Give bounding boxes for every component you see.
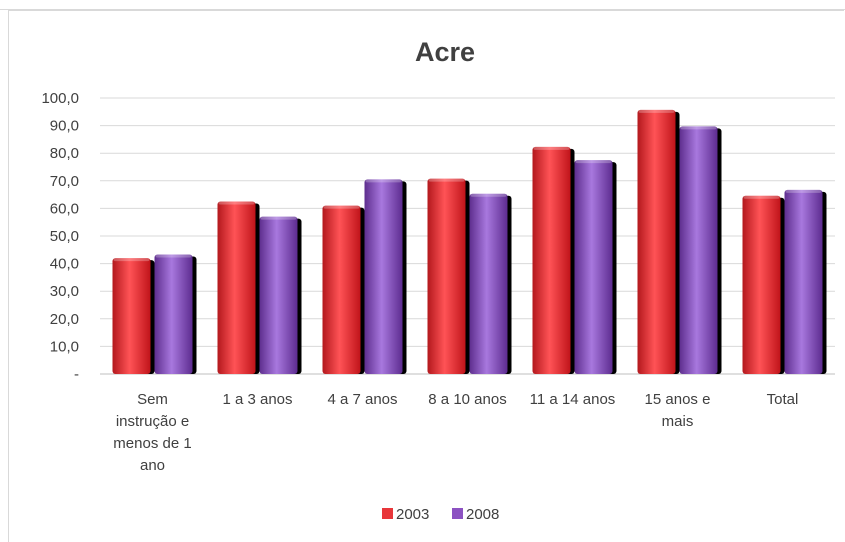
bars	[112, 109, 827, 375]
y-tick-label: 20,0	[50, 311, 79, 328]
x-tick-label: Sem	[137, 391, 168, 408]
legend-label-2008: 2008	[466, 506, 499, 523]
x-tick-label: 4 a 7 anos	[327, 391, 397, 408]
legend: 2003 2008	[382, 506, 499, 523]
bar-2003-5	[637, 109, 680, 375]
bar-2003-1	[217, 201, 260, 374]
x-tick-label: 15 anos e	[645, 391, 711, 408]
y-tick-label: 60,0	[50, 200, 79, 217]
legend-swatch-2003	[382, 508, 393, 519]
bar-2008-5	[679, 126, 722, 374]
y-axis-ticks: - 10,0 20,0 30,0 40,0 50,0 60,0 70,0 80,0 90,0 100…	[41, 90, 79, 383]
legend-swatch-2008	[452, 508, 463, 519]
y-tick-label: 70,0	[50, 173, 79, 190]
bar-2008-6	[784, 189, 827, 374]
x-tick-label: Total	[767, 391, 799, 408]
y-tick-label: -	[74, 366, 79, 383]
y-tick-label: 90,0	[50, 118, 79, 135]
y-tick-label: 10,0	[50, 338, 79, 355]
bar-2008-3	[469, 193, 512, 374]
chart-title: Acre	[415, 37, 475, 67]
bar-2003-6	[742, 195, 785, 374]
bar-2008-2	[364, 179, 407, 374]
x-tick-label: instrução e	[116, 413, 189, 430]
x-tick-label: menos de 1	[113, 435, 191, 452]
x-axis-labels: Sem instrução e menos de 1 ano 1 a 3 anos 4 a…	[113, 391, 798, 474]
bar-2008-1	[259, 216, 302, 374]
y-tick-label: 100,0	[41, 90, 79, 107]
bar-2003-0	[112, 258, 155, 374]
x-tick-label: 8 a 10 anos	[428, 391, 506, 408]
x-tick-label: ano	[140, 457, 165, 474]
bar-2008-0	[154, 254, 197, 374]
bar-2003-4	[532, 146, 575, 374]
bar-2008-4	[574, 160, 617, 374]
x-tick-label: 1 a 3 anos	[222, 391, 292, 408]
bar-2003-3	[427, 178, 470, 374]
y-tick-label: 50,0	[50, 228, 79, 245]
x-tick-label: mais	[662, 413, 694, 430]
y-tick-label: 30,0	[50, 283, 79, 300]
y-tick-label: 40,0	[50, 256, 79, 273]
bar-2003-2	[322, 205, 365, 374]
top-strip	[0, 0, 845, 10]
legend-label-2003: 2003	[396, 506, 429, 523]
x-tick-label: 11 a 14 anos	[530, 391, 616, 408]
y-tick-label: 80,0	[50, 145, 79, 162]
